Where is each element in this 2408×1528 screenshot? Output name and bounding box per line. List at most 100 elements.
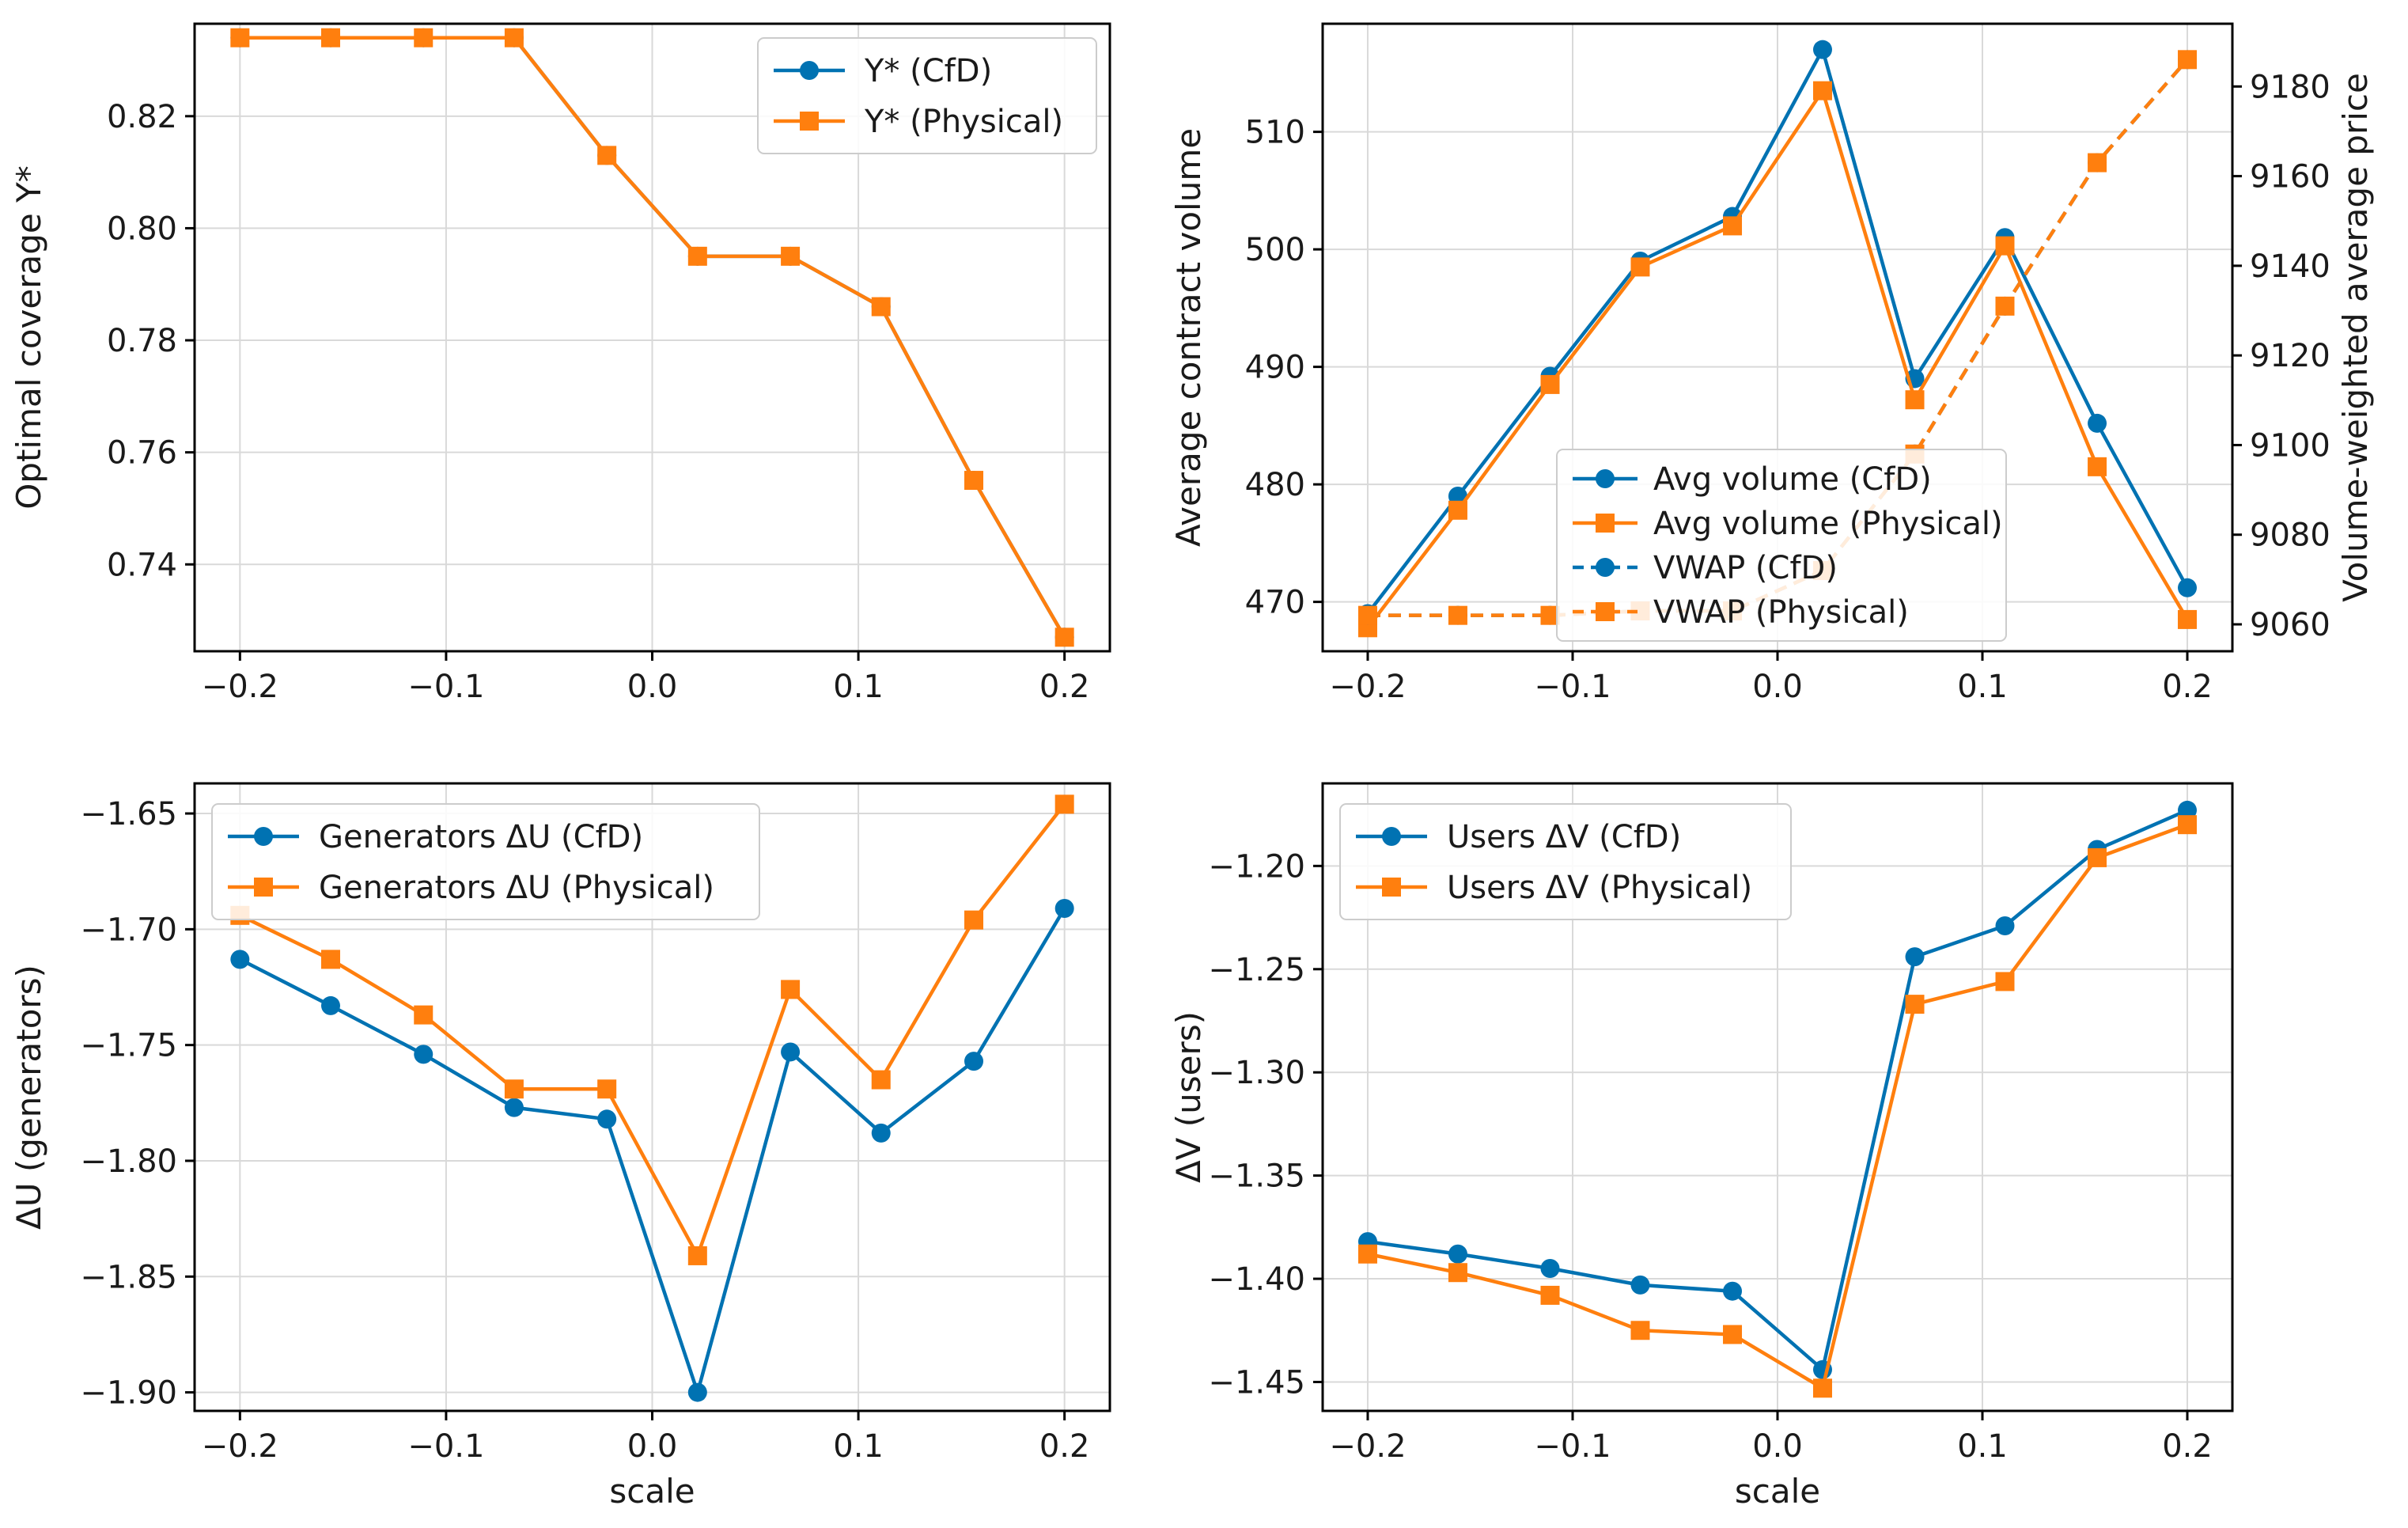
data-point	[1995, 236, 2015, 256]
legend-marker	[1596, 514, 1615, 533]
legend-label: Avg volume (CfD)	[1653, 461, 1932, 498]
data-point	[1723, 1325, 1743, 1344]
legend-marker	[1382, 878, 1401, 897]
y-tick-label: 510	[1245, 115, 1305, 151]
legend-label: Y* (CfD)	[864, 53, 992, 89]
y-tick-label: 0.80	[107, 210, 177, 247]
legend-label: Generators ΔU (CfD)	[319, 819, 643, 855]
data-point	[1054, 794, 1074, 814]
x-tick-label: −0.1	[407, 669, 484, 705]
legend-label: Users ΔV (CfD)	[1447, 819, 1681, 855]
data-point	[1540, 374, 1560, 394]
x-axis-label: scale	[1735, 1472, 1820, 1511]
data-point	[1812, 81, 1832, 100]
data-point	[871, 1123, 891, 1143]
y-tick-label: 470	[1245, 585, 1305, 621]
series-line	[1366, 89, 2189, 629]
data-point	[1905, 947, 1925, 967]
data-point	[597, 146, 617, 165]
legend: Users ΔV (CfD) Users ΔV (Physical)	[1339, 803, 1792, 920]
y-axis-label: ΔV (users)	[1169, 1011, 1208, 1183]
data-point	[964, 471, 984, 491]
data-point	[504, 28, 524, 47]
plot-frame	[1321, 782, 2234, 1412]
data-point	[781, 980, 801, 999]
data-point	[1905, 995, 1925, 1014]
data-point	[2178, 815, 2198, 835]
y2-tick-label: 9160	[2250, 159, 2330, 195]
y-tick-label: −1.75	[80, 1028, 177, 1064]
y-tick-label: −1.90	[80, 1375, 177, 1412]
x-tick-label: 0.1	[1957, 669, 2008, 705]
x-tick-label: −0.2	[1329, 669, 1406, 705]
x-tick-label: 0.1	[1957, 1428, 2008, 1465]
data-point	[597, 1109, 617, 1129]
data-point	[320, 28, 340, 47]
series-line	[239, 907, 1066, 1394]
data-point	[597, 1079, 617, 1099]
data-point	[504, 1079, 524, 1099]
data-point	[964, 1052, 984, 1071]
legend-marker	[1596, 558, 1615, 577]
plot-frame	[193, 22, 1111, 653]
data-point	[1448, 1263, 1467, 1283]
legend-frame	[1339, 803, 1792, 920]
y2-tick-label: 9080	[2250, 518, 2330, 554]
x-tick-label: −0.2	[1329, 1428, 1406, 1465]
legend-marker	[1382, 827, 1401, 846]
data-point	[1812, 1378, 1832, 1398]
data-point	[1054, 899, 1074, 919]
y2-tick-label: 9100	[2250, 427, 2330, 464]
y-tick-label: −1.65	[80, 796, 177, 832]
legend: Avg volume (CfD) Avg volume (Physical) VWA…	[1556, 449, 2007, 642]
legend-marker	[1596, 602, 1615, 621]
y-tick-label: −1.20	[1208, 848, 1305, 885]
data-point	[1357, 605, 1377, 625]
x-tick-label: −0.1	[1534, 1428, 1611, 1465]
legend: Y* (CfD) Y* (Physical)	[757, 37, 1097, 154]
legend-marker	[1596, 469, 1615, 488]
data-point	[1357, 1244, 1377, 1264]
data-point	[1905, 390, 1925, 410]
y-tick-label: −1.25	[1208, 952, 1305, 988]
data-point	[2088, 847, 2107, 867]
series-avg-volume-physical-	[1357, 81, 2198, 638]
series-users-v-physical-	[1357, 815, 2198, 1398]
data-point	[414, 1045, 434, 1064]
x-tick-label: 0.1	[833, 1428, 884, 1465]
data-point	[1448, 605, 1467, 625]
data-point	[2088, 153, 2107, 173]
plot-frame	[193, 782, 1111, 1412]
y-tick-label: −1.40	[1208, 1261, 1305, 1298]
chart-panel-1: −0.2 −0.1 0.0 0.1 0.2 0.74 0.76 0.78 0.80 0.82 Opt…	[9, 22, 1111, 705]
y2-axis-label: Volume-weighted average price	[2336, 73, 2375, 602]
data-point	[871, 297, 891, 317]
series-line	[1367, 808, 2188, 1372]
legend-marker	[254, 878, 273, 897]
data-point	[781, 246, 801, 266]
y2-tick-label: 9120	[2250, 338, 2330, 374]
x-tick-label: 0.0	[627, 669, 678, 705]
data-point	[1995, 916, 2015, 935]
y-tick-label: −1.85	[80, 1259, 177, 1295]
x-tick-label: 0.2	[2162, 669, 2213, 705]
data-point	[230, 28, 250, 47]
data-point	[781, 1042, 801, 1062]
data-point	[2178, 578, 2198, 597]
legend-frame	[211, 803, 760, 920]
data-point	[1723, 1281, 1743, 1301]
x-tick-label: −0.1	[1534, 669, 1611, 705]
x-tick-label: 0.0	[627, 1428, 678, 1465]
legend-label: VWAP (CfD)	[1653, 550, 1838, 586]
y2-tick-label: 9140	[2250, 248, 2330, 285]
x-tick-label: 0.1	[833, 669, 884, 705]
data-point	[414, 28, 434, 47]
y-tick-label: −1.70	[80, 912, 177, 948]
legend-frame	[757, 37, 1097, 154]
x-axis-label: scale	[609, 1472, 695, 1511]
x-tick-label: −0.2	[202, 1428, 278, 1465]
data-point	[230, 950, 250, 969]
x-tick-label: −0.1	[407, 1428, 484, 1465]
legend-frame	[1556, 449, 2007, 642]
data-point	[1630, 257, 1650, 277]
